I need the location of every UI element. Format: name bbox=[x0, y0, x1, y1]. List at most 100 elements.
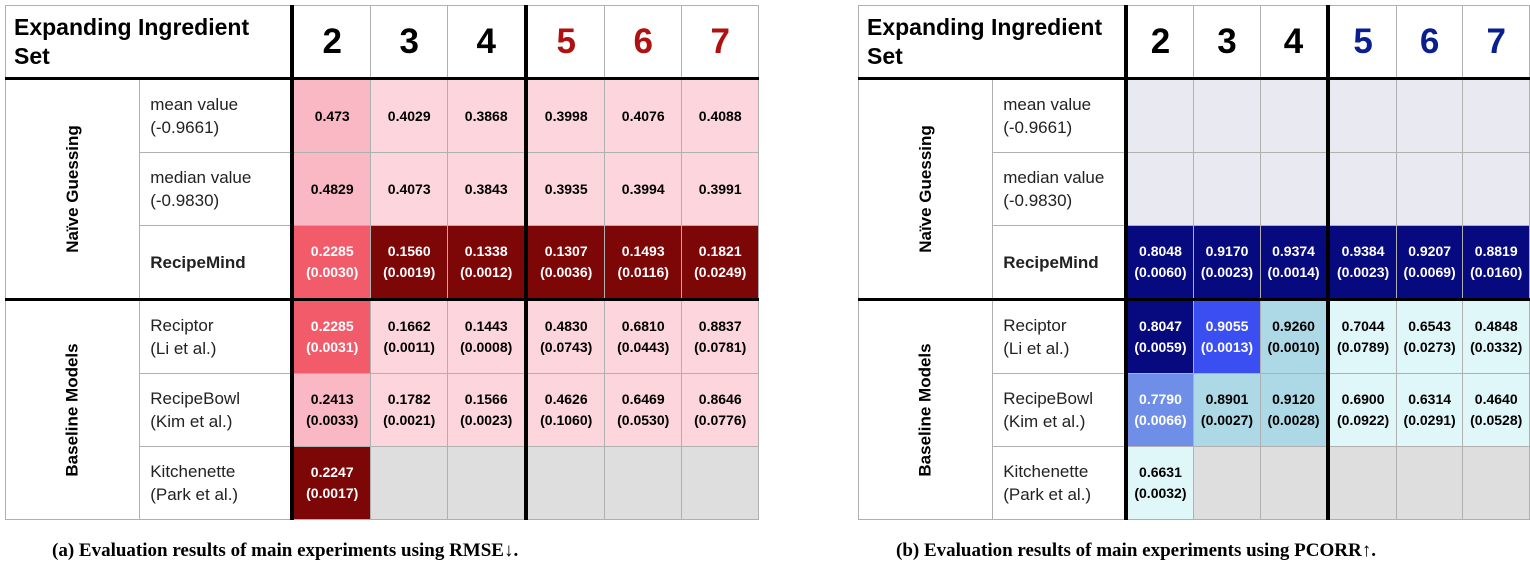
data-cell: 0.3998 bbox=[524, 77, 606, 153]
cell-value: 0.7044 bbox=[1341, 318, 1385, 334]
group-label-text: Naïve Guessing bbox=[62, 125, 82, 253]
cell-std: (0.0023) bbox=[1200, 264, 1254, 280]
data-cell: 0.4829 bbox=[290, 152, 372, 226]
cell-value: 0.9055 bbox=[1205, 318, 1249, 334]
cell-std: (0.0160) bbox=[1470, 264, 1523, 280]
model-subtitle: (Park et al.) bbox=[1003, 485, 1092, 504]
cell-value: 0.2247 bbox=[310, 464, 354, 480]
rmse-caption: (a) Evaluation results of main experimen… bbox=[52, 540, 519, 561]
column-label: 7 bbox=[1462, 5, 1530, 79]
cell-value: 0.2285 bbox=[310, 318, 354, 334]
data-cell bbox=[1395, 446, 1464, 520]
group-label-text: Naïve Guessing bbox=[915, 125, 935, 253]
cell-value: 0.8837 bbox=[698, 318, 742, 334]
cell-std: (0.0528) bbox=[1470, 412, 1523, 428]
data-cell: 0.4029 bbox=[370, 77, 449, 153]
model-name: median value bbox=[1003, 168, 1105, 187]
data-cell bbox=[1193, 77, 1261, 153]
cell-std: (0.0019) bbox=[383, 264, 436, 280]
data-cell: 0.3994 bbox=[604, 152, 683, 226]
cell-value: 0.9207 bbox=[1408, 243, 1452, 259]
model-name: Reciptor bbox=[1003, 316, 1067, 335]
model-label: median value (-0.9830) bbox=[992, 152, 1127, 226]
data-cell: 0.473 bbox=[290, 77, 372, 153]
data-cell: 0.8819 (0.0160) bbox=[1462, 225, 1530, 300]
data-cell: 0.9170 (0.0023) bbox=[1193, 225, 1261, 300]
table-row: Kitchenette (Park et al.) 0.2247 (0.0017) bbox=[6, 446, 760, 520]
column-label: 3 bbox=[370, 5, 449, 79]
column-label: 7 bbox=[681, 5, 760, 79]
model-label: Kitchenette (Park et al.) bbox=[992, 446, 1127, 520]
header-row: Expanding Ingredient Set 2 3 4 5 6 7 bbox=[5, 5, 760, 79]
data-cell: 0.2413 (0.0033) bbox=[290, 373, 372, 447]
model-label: Reciptor (Li et al.) bbox=[139, 298, 293, 374]
data-cell: 0.4848 (0.0332) bbox=[1462, 298, 1530, 374]
data-cell: 0.8048 (0.0060) bbox=[1123, 225, 1195, 300]
cell-value: 0.6543 bbox=[1408, 318, 1452, 334]
cell-value: 0.1338 bbox=[464, 243, 508, 259]
data-cell: 0.8047 (0.0059) bbox=[1123, 298, 1195, 374]
data-cell bbox=[1326, 152, 1397, 226]
cell-std: (0.0069) bbox=[1403, 264, 1456, 280]
cell-value: 0.1443 bbox=[464, 318, 508, 334]
table-row: Baseline Models Reciptor (Li et al.) 0.2285… bbox=[4, 298, 760, 520]
cell-std: (0.0014) bbox=[1267, 264, 1320, 280]
model-label: mean value (-0.9661) bbox=[992, 77, 1127, 153]
cell-std: (0.0530) bbox=[617, 412, 670, 428]
data-cell: 0.1566 (0.0023) bbox=[447, 373, 527, 447]
cell-std: (0.0031) bbox=[306, 339, 359, 355]
table-row: Baseline Models Reciptor (Li et al.) 0.8047… bbox=[857, 298, 1530, 520]
model-name: RecipeBowl bbox=[150, 389, 240, 408]
group-label: Baseline Models bbox=[857, 298, 994, 520]
group-label-text: Baseline Models bbox=[62, 343, 82, 477]
table-row: RecipeBowl (Kim et al.) 0.2413 (0.0033) 0.17… bbox=[6, 373, 760, 447]
data-cell bbox=[1395, 77, 1464, 153]
pcorr-caption: (b) Evaluation results of main experimen… bbox=[896, 540, 1376, 561]
data-cell bbox=[1193, 152, 1261, 226]
cell-value: 0.4088 bbox=[698, 107, 742, 124]
data-cell: 0.9120 (0.0028) bbox=[1259, 373, 1329, 447]
data-cell: 0.1493 (0.0116) bbox=[604, 225, 683, 300]
pcorr-table-panel: Expanding Ingredient Set 2 3 4 5 6 7 Naïve Gues… bbox=[857, 5, 1530, 520]
model-subtitle: (-0.9830) bbox=[1003, 191, 1073, 210]
cell-value: 0.4029 bbox=[387, 107, 431, 124]
model-label: RecipeMind bbox=[992, 225, 1127, 300]
data-cell bbox=[447, 446, 527, 520]
cell-value: 0.7790 bbox=[1139, 391, 1182, 407]
data-cell: 0.6810 (0.0443) bbox=[604, 298, 683, 374]
table-row: Naïve Guessing mean value (-0.9661) bbox=[857, 77, 1530, 300]
data-cell: 0.7044 (0.0789) bbox=[1326, 298, 1397, 374]
data-cell: 0.4830 (0.0743) bbox=[524, 298, 606, 374]
data-cell bbox=[1462, 446, 1530, 520]
data-cell bbox=[1259, 446, 1329, 520]
cell-value: 0.6900 bbox=[1341, 391, 1385, 407]
model-subtitle: (-0.9830) bbox=[150, 191, 220, 210]
table-row: RecipeMind 0.2285 (0.0030) 0.1560 (0.0019) 0.… bbox=[6, 225, 760, 300]
data-cell bbox=[604, 446, 683, 520]
cell-std: (0.0443) bbox=[617, 339, 670, 355]
data-cell bbox=[1123, 77, 1195, 153]
data-cell: 0.6314 (0.0291) bbox=[1395, 373, 1464, 447]
cell-value: 0.473 bbox=[314, 107, 350, 124]
data-cell bbox=[1259, 152, 1329, 226]
model-label: mean value (-0.9661) bbox=[139, 77, 293, 153]
data-cell: 0.9384 (0.0023) bbox=[1326, 225, 1397, 300]
model-label: RecipeBowl (Kim et al.) bbox=[139, 373, 293, 447]
model-subtitle: (Kim et al.) bbox=[1003, 412, 1086, 431]
cell-std: (0.0789) bbox=[1337, 339, 1390, 355]
cell-value: 0.1307 bbox=[544, 243, 588, 259]
model-name: RecipeMind bbox=[150, 252, 246, 272]
cell-value: 0.3998 bbox=[544, 107, 588, 124]
data-cell: 0.6631 (0.0032) bbox=[1123, 446, 1195, 520]
rmse-table: Expanding Ingredient Set 2 3 4 5 6 7 Naïve Gues… bbox=[4, 5, 760, 520]
data-cell: 0.1560 (0.0019) bbox=[370, 225, 449, 300]
cell-value: 0.6631 bbox=[1139, 464, 1182, 480]
cell-value: 0.6314 bbox=[1408, 391, 1452, 407]
cell-std: (0.1060) bbox=[540, 412, 593, 428]
model-name: Kitchenette bbox=[150, 462, 236, 481]
cell-value: 0.4848 bbox=[1474, 318, 1518, 334]
column-label: 6 bbox=[604, 5, 683, 79]
cell-value: 0.3935 bbox=[544, 180, 588, 197]
cell-value: 0.8048 bbox=[1139, 243, 1182, 259]
column-label: 2 bbox=[290, 5, 372, 79]
